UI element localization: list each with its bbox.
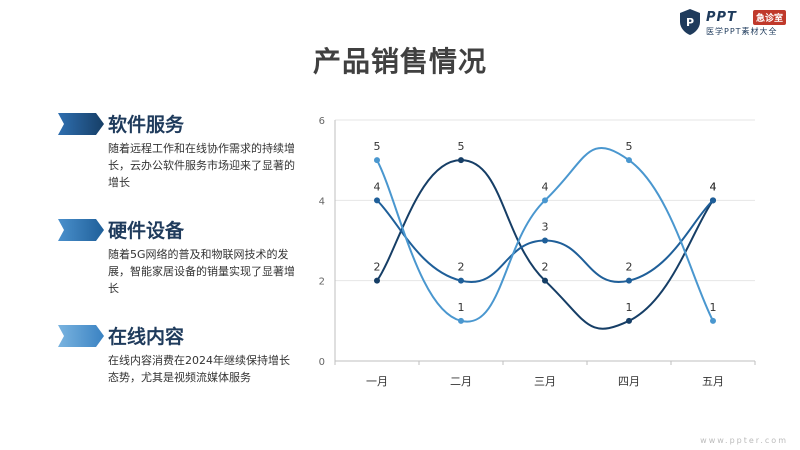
footer-url: www.ppter.com	[700, 436, 788, 445]
arrow-icon	[58, 113, 104, 135]
data-label: 4	[710, 180, 717, 193]
data-label: 3	[542, 221, 549, 234]
svg-text:P: P	[686, 16, 694, 29]
x-tick-label: 五月	[702, 375, 724, 388]
data-point	[542, 237, 548, 244]
data-point	[458, 157, 464, 164]
x-tick-label: 三月	[534, 375, 556, 388]
section-heading: 在线内容	[108, 326, 185, 348]
series-line	[376, 147, 714, 323]
data-point	[374, 197, 380, 204]
data-label: 5	[458, 140, 465, 153]
section-heading: 软件服务	[108, 114, 185, 136]
data-label: 5	[626, 140, 633, 153]
brand-logo: P PPT 急诊室 医学PPT素材大全	[678, 8, 794, 38]
arrow-icon	[58, 219, 104, 241]
data-point	[542, 277, 548, 284]
x-tick-label: 二月	[450, 375, 472, 388]
data-label: 4	[542, 180, 549, 193]
data-label: 2	[458, 261, 465, 274]
data-label: 1	[710, 301, 717, 314]
logo-tag: 急诊室	[753, 10, 787, 25]
y-tick-label: 4	[319, 196, 325, 207]
series-line	[376, 159, 714, 330]
data-point	[626, 157, 632, 164]
data-point	[374, 277, 380, 284]
arrow-icon	[58, 325, 104, 347]
data-label: 2	[374, 261, 381, 274]
shield-icon: P	[680, 9, 700, 35]
section-body: 在线内容消费在2024年继续保持增长态势，尤其是视频流媒体服务	[108, 354, 290, 384]
data-label: 2	[626, 261, 633, 274]
logo-brand: PPT	[706, 10, 737, 25]
data-label: 1	[458, 301, 465, 314]
data-point	[542, 197, 548, 204]
data-point	[374, 157, 380, 164]
data-label: 1	[626, 301, 633, 314]
section-heading: 硬件设备	[108, 220, 185, 242]
data-point	[710, 317, 716, 324]
data-point	[710, 197, 716, 204]
page-title: 产品销售情况	[312, 45, 487, 78]
y-tick-label: 0	[319, 357, 325, 368]
data-point	[626, 277, 632, 284]
x-tick-label: 一月	[366, 375, 388, 388]
data-label: 5	[374, 140, 381, 153]
y-tick-label: 2	[319, 277, 325, 288]
data-label: 2	[542, 261, 549, 274]
logo-subtitle: 医学PPT素材大全	[706, 27, 778, 36]
section-body: 随着远程工作和在线协作需求的持续增长，云办公软件服务市场迎来了显著的增长	[108, 142, 295, 189]
section-body: 随着5G网络的普及和物联网技术的发展，智能家居设备的销量实现了显著增长	[108, 248, 295, 295]
x-tick-label: 四月	[618, 375, 640, 388]
data-point	[626, 317, 632, 324]
data-point	[458, 317, 464, 324]
data-label: 4	[710, 180, 717, 193]
y-tick-label: 6	[319, 116, 325, 127]
data-point	[458, 277, 464, 284]
data-label: 4	[374, 180, 381, 193]
